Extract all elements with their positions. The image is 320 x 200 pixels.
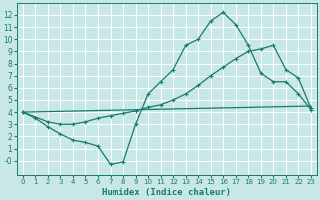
X-axis label: Humidex (Indice chaleur): Humidex (Indice chaleur) xyxy=(102,188,231,197)
